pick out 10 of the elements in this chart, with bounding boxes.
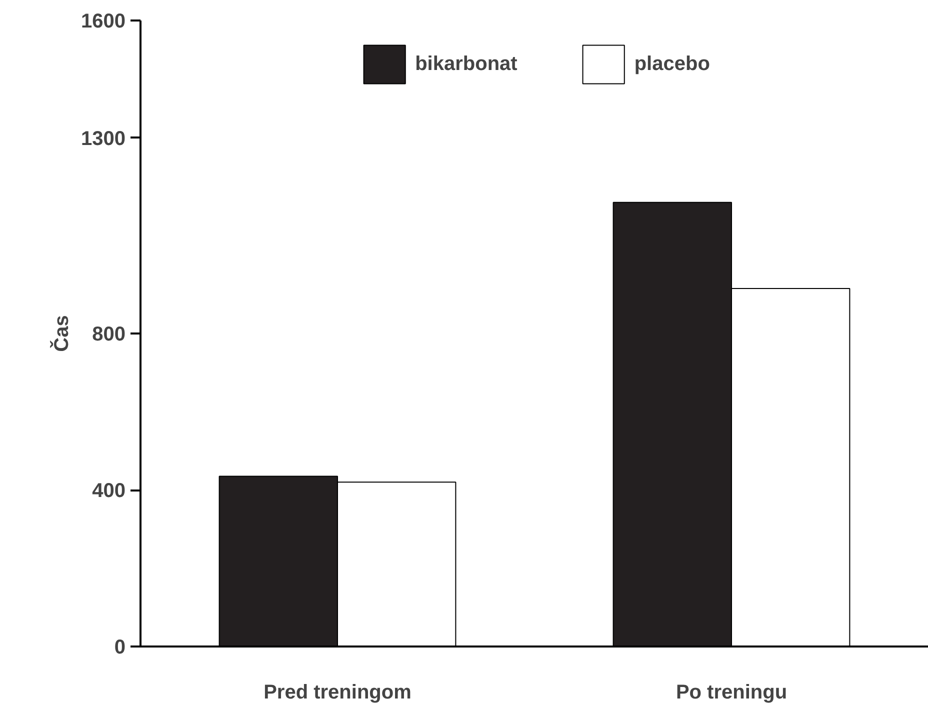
y-tick-label: 1300 [81, 128, 126, 150]
y-tick-label: 400 [92, 480, 126, 502]
y-tick-label: 1600 [81, 10, 126, 32]
y-tick-label: 0 [114, 636, 126, 658]
y-tick-label: 800 [92, 324, 126, 346]
legend-label: placebo [634, 52, 710, 76]
x-tick-label: Pred treningom [264, 682, 412, 704]
x-tick-label: Po treningu [676, 682, 788, 704]
y-axis-title: Čas [50, 315, 74, 352]
legend-label: bikarbonat [415, 52, 518, 76]
